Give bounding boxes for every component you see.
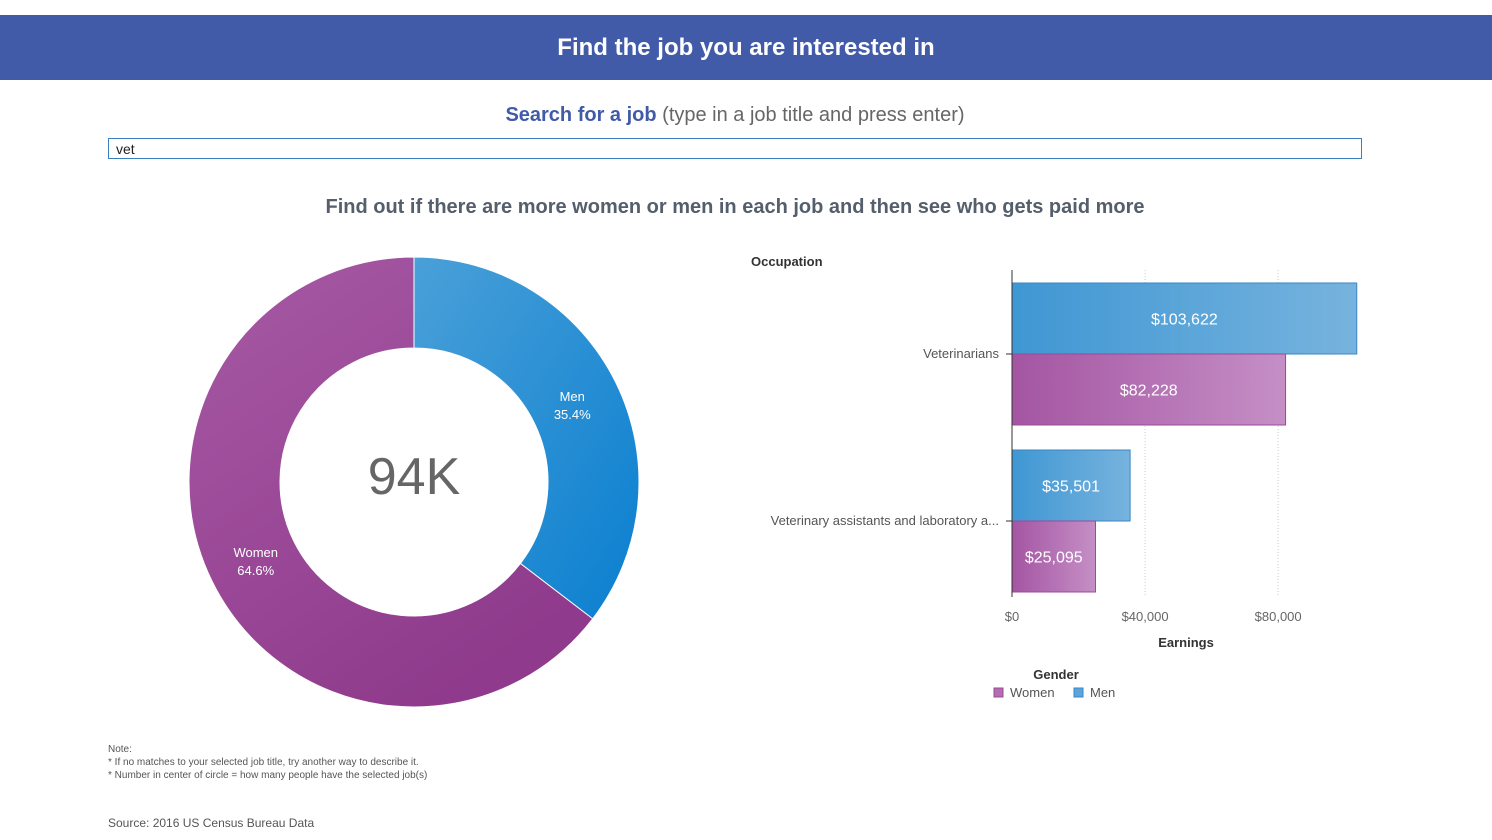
bar-value-label: $25,095 [1025,550,1083,567]
bar-women[interactable] [1011,520,1096,593]
donut-slice-men[interactable] [413,256,640,620]
category-label: Veterinarians [923,346,999,361]
earnings-bar-chart: Occupation $103,622 $82,228 $35,501 $25,095… [751,254,1358,700]
chart-subtitle: Find out if there are more women or men … [325,196,1145,218]
bar-value-label: $82,228 [1120,383,1178,400]
bar-value-label: $35,501 [1042,479,1100,496]
bar-value-label: $103,622 [1151,312,1218,329]
donut-percent-men: 35.4% [554,407,591,422]
legend-swatch-men[interactable] [1073,687,1084,698]
donut-slice-women[interactable] [188,256,594,708]
search-label-hint: (type in a job title and press enter) [662,104,965,126]
note-line: * If no matches to your selected job tit… [108,757,419,768]
donut-label-women: Women [233,545,278,560]
x-tick-label: $80,000 [1255,609,1302,624]
donut-percent-women: 64.6% [237,563,274,578]
legend-label-women[interactable]: Women [1010,685,1055,700]
search-label-strong: Search for a job [505,104,657,126]
top-strip [0,0,1492,15]
search-input[interactable] [108,138,1362,159]
note-title: Note: [108,744,132,755]
y-axis-title: Occupation [751,254,823,269]
source-text: Source: 2016 US Census Bureau Data [108,816,315,830]
notes: Note: * If no matches to your selected j… [108,743,427,782]
gender-donut-chart: Men 35.4% Women 64.6% 94K [188,256,640,708]
note-line: * Number in center of circle = how many … [108,770,428,781]
page-title: Find the job you are interested in [0,15,1492,80]
donut-label-men: Men [560,389,585,404]
donut-center-label: 94K [368,448,461,506]
bar-men[interactable] [1011,282,1358,355]
x-axis-title: Earnings [1158,635,1214,650]
x-tick-label: $40,000 [1122,609,1169,624]
legend-label-men[interactable]: Men [1090,685,1115,700]
category-label: Veterinary assistants and laboratory a..… [771,513,999,528]
search-label: Search for a job (type in a job title an… [0,104,1470,127]
x-tick-label: $0 [1005,609,1019,624]
legend-swatch-women[interactable] [993,687,1004,698]
bar-men[interactable] [1011,449,1131,522]
legend-title: Gender [1033,667,1079,682]
